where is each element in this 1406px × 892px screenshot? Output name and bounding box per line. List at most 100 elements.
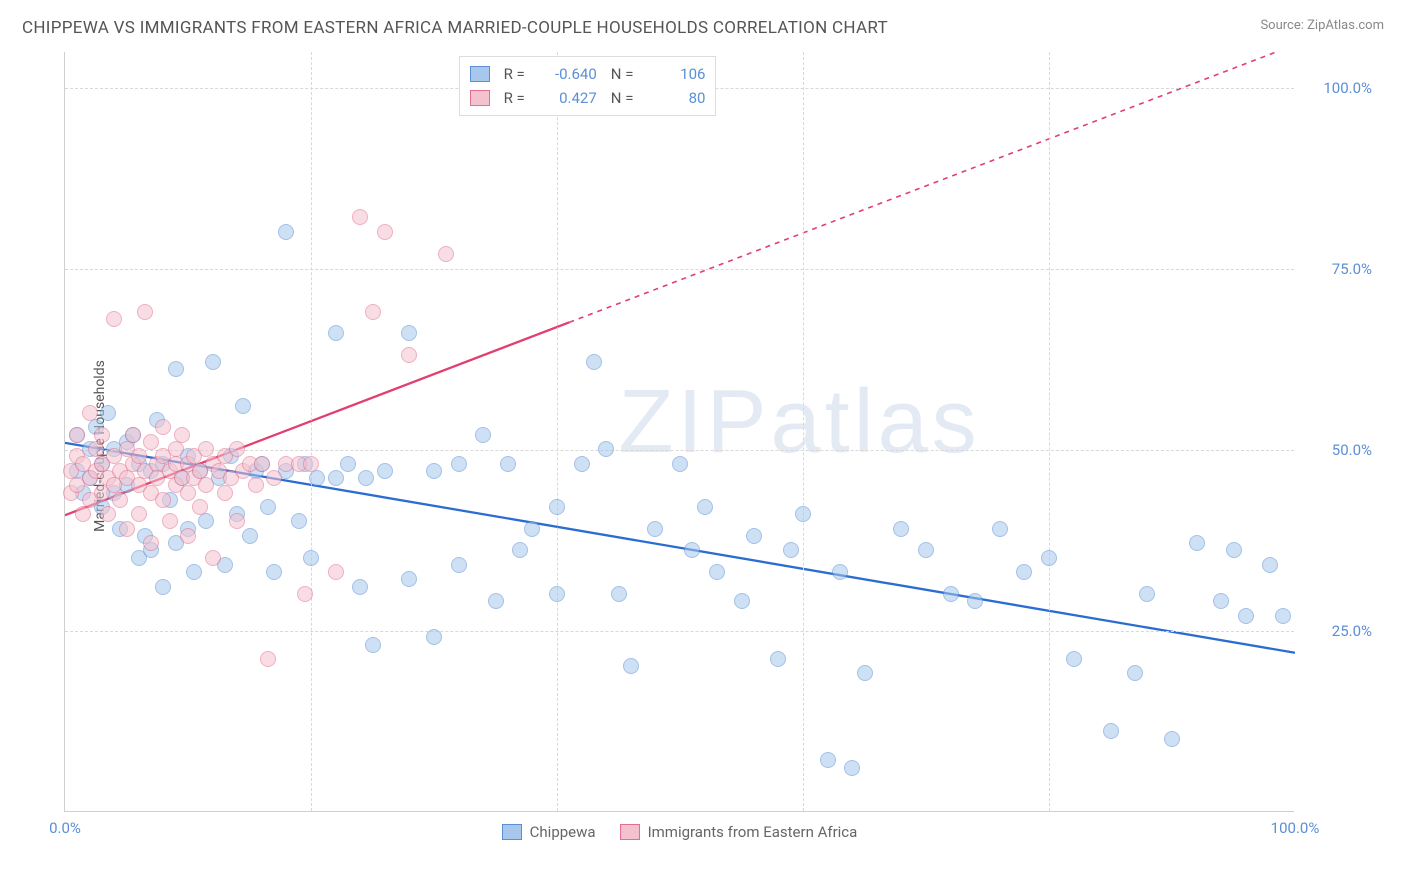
legend-item: Immigrants from Eastern Africa [620,823,858,841]
scatter-point [248,477,264,493]
scatter-point [82,405,98,421]
scatter-point [524,521,540,537]
source-label: Source: [1260,18,1303,33]
scatter-point [217,485,233,501]
scatter-point [100,405,116,421]
scatter-point [709,564,725,580]
legend-swatch [502,824,522,840]
scatter-point [992,521,1008,537]
gridline-horizontal [65,631,1294,632]
scatter-point [893,521,909,537]
scatter-point [1016,564,1032,580]
scatter-point [1213,593,1229,609]
y-tick-label: 25.0% [1332,622,1372,640]
scatter-point [611,586,627,602]
scatter-point [586,354,602,370]
scatter-point [266,564,282,580]
gridline-vertical [803,52,804,811]
scatter-point [451,456,467,472]
scatter-point [174,427,190,443]
scatter-point [844,760,860,776]
scatter-point [451,557,467,573]
scatter-point [820,752,836,768]
legend-label: Immigrants from Eastern Africa [648,823,858,841]
scatter-point [426,463,442,479]
scatter-point [1226,542,1242,558]
legend-swatch [620,824,640,840]
scatter-point [746,528,762,544]
scatter-point [574,456,590,472]
chart-area: Married-couple Households ZIPatlas R =-0… [22,46,1384,846]
scatter-point [198,513,214,529]
scatter-point [1103,723,1119,739]
legend-swatch [470,90,490,106]
scatter-point [377,463,393,479]
correlation-legend-row: R =-0.640N =106 [470,62,706,86]
scatter-point [401,571,417,587]
scatter-point [684,542,700,558]
scatter-point [266,470,282,486]
r-value: -0.640 [539,65,597,83]
scatter-point [100,506,116,522]
scatter-point [783,542,799,558]
scatter-point [205,550,221,566]
scatter-point [734,593,750,609]
scatter-point [278,224,294,240]
scatter-point [1139,586,1155,602]
scatter-point [328,564,344,580]
scatter-point [242,528,258,544]
scatter-point [918,542,934,558]
scatter-point [119,521,135,537]
scatter-point [137,304,153,320]
chart-container: CHIPPEWA VS IMMIGRANTS FROM EASTERN AFRI… [0,0,1406,892]
scatter-point [186,564,202,580]
scatter-point [500,456,516,472]
n-value: 80 [647,89,705,107]
r-label: R = [504,65,525,83]
y-tick-label: 50.0% [1332,441,1372,459]
scatter-point [1262,557,1278,573]
scatter-point [358,470,374,486]
scatter-point [69,427,85,443]
scatter-point [303,550,319,566]
scatter-point [475,427,491,443]
scatter-point [75,506,91,522]
scatter-point [438,246,454,262]
scatter-point [303,456,319,472]
scatter-point [1066,651,1082,667]
scatter-point [235,398,251,414]
scatter-point [229,441,245,457]
scatter-point [131,506,147,522]
scatter-point [1041,550,1057,566]
gridline-vertical [311,52,312,811]
scatter-point [488,593,504,609]
gridline-vertical [557,52,558,811]
scatter-point [229,513,245,529]
x-tick-label: 100.0% [1271,819,1320,837]
scatter-point [254,456,270,472]
scatter-point [426,629,442,645]
gridline-vertical [1049,52,1050,811]
scatter-point [401,347,417,363]
scatter-point [857,665,873,681]
scatter-point [180,528,196,544]
scatter-point [697,499,713,515]
scatter-point [192,499,208,515]
scatter-point [328,325,344,341]
scatter-point [352,209,368,225]
scatter-point [155,579,171,595]
header: CHIPPEWA VS IMMIGRANTS FROM EASTERN AFRI… [22,18,1384,38]
y-tick-label: 100.0% [1323,79,1372,97]
scatter-point [198,477,214,493]
scatter-point [155,492,171,508]
chart-title: CHIPPEWA VS IMMIGRANTS FROM EASTERN AFRI… [22,18,888,38]
legend-item: Chippewa [502,823,596,841]
n-value: 106 [647,65,705,83]
scatter-point [162,513,178,529]
scatter-point [512,542,528,558]
scatter-point [967,593,983,609]
scatter-point [309,470,325,486]
scatter-point [1238,608,1254,624]
scatter-point [795,506,811,522]
trend-lines [65,52,1295,812]
